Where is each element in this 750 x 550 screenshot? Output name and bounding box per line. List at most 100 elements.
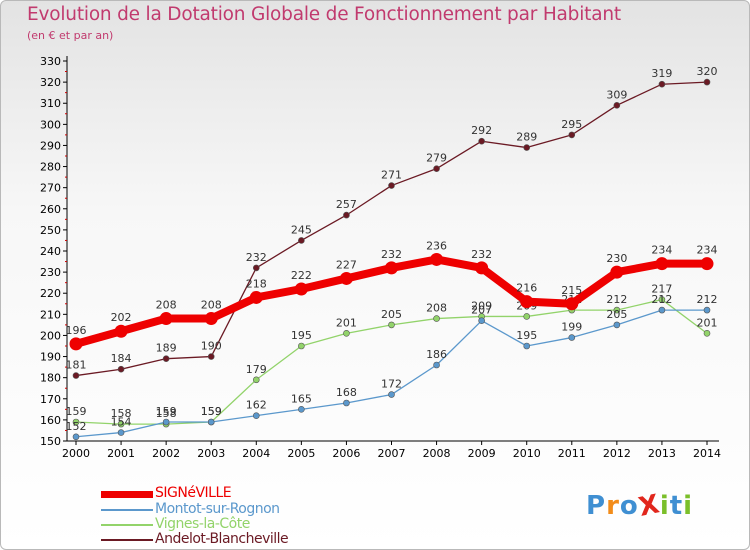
data-label-sign-ville-2003: 208 (201, 299, 222, 312)
point-vignes-la-c-te-2012 (613, 306, 621, 314)
point-sign-ville-2014 (700, 257, 714, 271)
point-andelot-blancheville-2011 (568, 131, 576, 139)
data-label-sign-ville-2007: 232 (381, 248, 402, 261)
point-andelot-blancheville-2013 (658, 80, 666, 88)
data-label-vignes-la-c-te-2008: 208 (426, 302, 447, 315)
y-tick-label-230: 230 (40, 266, 61, 279)
y-tick-label-260: 260 (40, 203, 61, 216)
point-andelot-blancheville-2000 (72, 372, 80, 379)
y-tick-label-290: 290 (40, 139, 61, 152)
y-tick-label-200: 200 (40, 329, 61, 342)
data-label-montot-sur-rognon-2008: 186 (426, 348, 447, 361)
y-tick-label-220: 220 (40, 287, 61, 300)
point-vignes-la-c-te-2008 (433, 315, 440, 322)
point-montot-sur-rognon-2011 (568, 334, 576, 341)
data-label-andelot-blancheville-2012: 309 (606, 88, 627, 101)
point-andelot-blancheville-2012 (613, 102, 621, 109)
point-montot-sur-rognon-2009 (478, 317, 485, 324)
point-vignes-la-c-te-2010 (523, 313, 531, 320)
data-label-andelot-blancheville-2013: 319 (651, 67, 672, 80)
y-tick-label-240: 240 (40, 245, 61, 258)
data-label-andelot-blancheville-2008: 279 (426, 152, 447, 165)
point-sign-ville-2011 (565, 297, 579, 311)
point-montot-sur-rognon-2000 (72, 433, 80, 441)
chart-title: Evolution de la Dotation Globale de Fonc… (27, 4, 621, 25)
data-label-vignes-la-c-te-2006: 201 (336, 316, 357, 329)
y-tick-label-150: 150 (40, 435, 61, 448)
x-tick-label-2014: 2014 (693, 447, 721, 460)
point-andelot-blancheville-2014 (703, 78, 711, 86)
legend-swatch-andelot (101, 539, 153, 541)
data-label-montot-sur-rognon-2011: 199 (561, 321, 582, 334)
y-tick-label-270: 270 (40, 182, 61, 195)
point-sign-ville-2009 (475, 261, 489, 275)
data-label-sign-ville-2009: 232 (471, 248, 492, 261)
x-tick-label-2011: 2011 (558, 447, 586, 460)
point-sign-ville-2000 (69, 337, 83, 351)
point-andelot-blancheville-2005 (298, 237, 305, 244)
y-tick-label-300: 300 (40, 118, 61, 131)
x-tick-label-2004: 2004 (242, 447, 270, 460)
data-label-vignes-la-c-te-2007: 205 (381, 308, 402, 321)
point-andelot-blancheville-2006 (343, 211, 350, 219)
x-tick-label-2002: 2002 (152, 447, 180, 460)
data-label-montot-sur-rognon-2001: 154 (111, 416, 132, 429)
point-montot-sur-rognon-2012 (613, 321, 621, 329)
data-label-andelot-blancheville-2011: 295 (561, 118, 582, 131)
data-label-sign-ville-2011: 215 (561, 284, 582, 297)
point-andelot-blancheville-2009 (478, 137, 485, 145)
data-label-sign-ville-2000: 196 (66, 324, 87, 337)
data-label-montot-sur-rognon-2010: 195 (516, 329, 537, 342)
data-label-sign-ville-2005: 222 (291, 269, 312, 282)
data-label-vignes-la-c-te-2003: 159 (201, 405, 222, 418)
data-label-montot-sur-rognon-2013: 212 (651, 293, 672, 306)
y-tick-label-310: 310 (40, 97, 61, 110)
x-tick-label-2000: 2000 (62, 447, 90, 460)
x-tick-label-2012: 2012 (603, 447, 631, 460)
data-label-montot-sur-rognon-2006: 168 (336, 386, 357, 399)
legend-label-vignes: Vignes-la-Côte (155, 516, 250, 532)
y-tick-label-330: 330 (40, 55, 61, 68)
data-label-andelot-blancheville-2005: 245 (291, 223, 312, 236)
data-label-andelot-blancheville-2004: 232 (246, 251, 267, 264)
point-andelot-blancheville-2003 (207, 353, 215, 360)
point-montot-sur-rognon-2010 (523, 342, 531, 350)
data-label-andelot-blancheville-2007: 271 (381, 169, 402, 182)
point-sign-ville-2006 (339, 271, 353, 285)
point-andelot-blancheville-2007 (388, 182, 395, 189)
x-tick-label-2010: 2010 (513, 447, 541, 460)
point-vignes-la-c-te-2006 (343, 330, 350, 337)
y-tick-label-160: 160 (40, 414, 61, 427)
point-andelot-blancheville-2008 (433, 165, 440, 172)
point-sign-ville-2003 (204, 312, 218, 326)
point-sign-ville-2001 (114, 324, 128, 338)
point-montot-sur-rognon-2004 (252, 412, 260, 419)
point-montot-sur-rognon-2014 (703, 306, 711, 314)
point-andelot-blancheville-2010 (523, 144, 531, 151)
point-vignes-la-c-te-2000 (72, 418, 80, 426)
data-label-andelot-blancheville-2003: 190 (201, 340, 222, 353)
y-tick-label-210: 210 (40, 308, 61, 321)
x-tick-label-2003: 2003 (197, 447, 225, 460)
point-sign-ville-2013 (655, 257, 669, 271)
data-label-vignes-la-c-te-2000: 159 (66, 405, 87, 418)
y-tick-label-180: 180 (40, 372, 61, 385)
y-tick-label-170: 170 (40, 393, 61, 406)
point-andelot-blancheville-2001 (117, 365, 125, 373)
data-label-vignes-la-c-te-2009: 209 (471, 299, 492, 312)
legend-swatch-montot (101, 509, 153, 511)
data-label-sign-ville-2012: 230 (606, 252, 627, 265)
x-tick-label-2005: 2005 (287, 447, 315, 460)
data-label-montot-sur-rognon-2000: 152 (66, 420, 87, 433)
data-label-andelot-blancheville-2001: 184 (111, 352, 132, 365)
point-sign-ville-2010 (520, 295, 534, 309)
data-label-montot-sur-rognon-2012: 205 (606, 308, 627, 321)
point-andelot-blancheville-2004 (252, 264, 260, 272)
data-label-vignes-la-c-te-2013: 217 (651, 283, 672, 296)
data-label-montot-sur-rognon-2003: 159 (201, 405, 222, 418)
x-tick-label-2013: 2013 (648, 447, 676, 460)
point-sign-ville-2012 (610, 265, 624, 279)
data-label-andelot-blancheville-2009: 292 (471, 124, 492, 137)
data-label-montot-sur-rognon-2009: 207 (471, 304, 492, 317)
point-vignes-la-c-te-2001 (117, 420, 125, 428)
